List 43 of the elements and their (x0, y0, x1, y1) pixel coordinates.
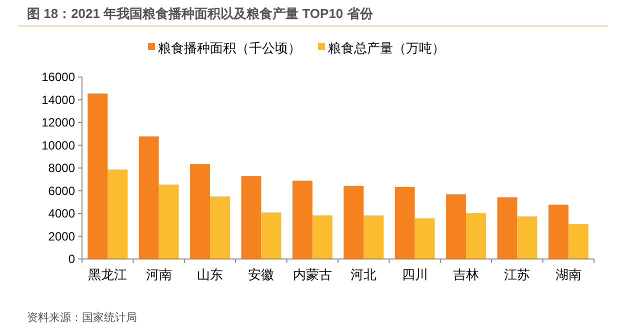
bar (364, 215, 384, 259)
x-tick-label: 河北 (350, 267, 377, 282)
y-tick-label: 2000 (48, 229, 76, 244)
y-tick-label: 10000 (42, 138, 76, 152)
chart-title: 图 18：2021 年我国粮食播种面积以及粮食产量 TOP10 省份 (27, 6, 374, 21)
bar (548, 204, 568, 259)
legend-label: 粮食播种面积（千公顷） (158, 40, 301, 56)
bar (312, 215, 332, 259)
bar (138, 136, 159, 259)
bar (261, 212, 282, 259)
x-tick-label: 吉林 (453, 267, 479, 282)
bar (210, 196, 230, 259)
x-tick-label: 黑龙江 (88, 267, 128, 282)
bar (497, 197, 518, 259)
x-tick-label: 安徽 (248, 267, 274, 282)
bar (190, 164, 210, 259)
bar (568, 224, 588, 259)
legend-label: 粮食总产量（万吨） (328, 40, 445, 56)
bar (446, 194, 466, 259)
x-tick-label: 湖南 (555, 267, 582, 282)
bar (292, 180, 312, 259)
x-tick-label: 河南 (146, 267, 172, 282)
bar (344, 186, 364, 259)
bar (158, 184, 179, 259)
bar (394, 186, 415, 259)
x-tick-label: 山东 (197, 267, 223, 282)
bar (414, 218, 435, 259)
y-tick-label: 16000 (42, 70, 76, 84)
y-tick-label: 14000 (42, 92, 76, 107)
y-tick-label: 6000 (48, 184, 76, 198)
y-tick-label: 12000 (42, 116, 76, 130)
bar (466, 213, 486, 259)
text: 资料来源：国家统计局 (27, 311, 137, 324)
y-tick-label: 8000 (48, 161, 76, 176)
x-tick-label: 内蒙古 (292, 267, 332, 282)
bar (517, 216, 538, 259)
bar (108, 169, 128, 259)
bar (241, 176, 262, 259)
bar (88, 93, 108, 259)
y-tick-label: 4000 (48, 206, 76, 221)
x-tick-label: 四川 (402, 267, 428, 282)
x-tick-label: 江苏 (504, 267, 530, 282)
y-tick-label: 0 (68, 252, 76, 266)
